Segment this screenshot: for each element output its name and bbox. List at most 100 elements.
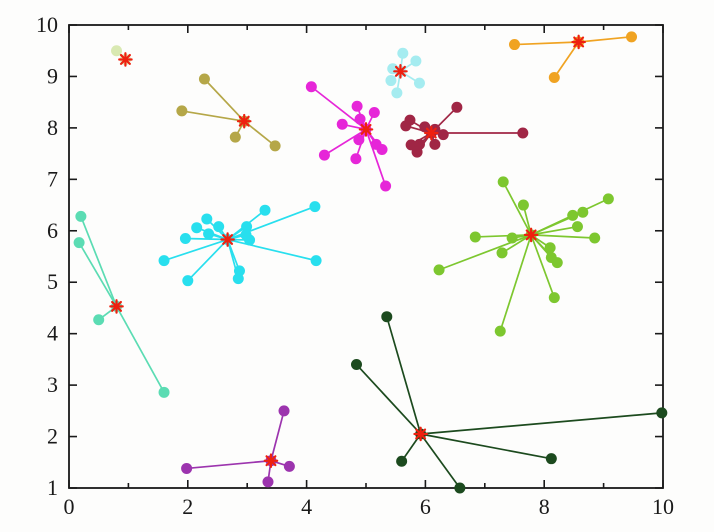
data-point-purple (262, 476, 274, 488)
data-point-crimson (517, 127, 529, 139)
centroid-asterisk-icon (111, 300, 123, 312)
data-point-dark-khaki (176, 105, 188, 117)
data-point-magenta (368, 106, 380, 118)
x-tick-label: 10 (652, 494, 674, 519)
data-point-aquamarine (158, 386, 170, 398)
data-point-magenta (350, 153, 362, 165)
data-point-dark-green (396, 455, 408, 467)
cluster-line-magenta (323, 128, 367, 156)
data-point-yellow-green (544, 242, 556, 254)
y-tick-label: 2 (47, 424, 58, 449)
y-tick-label: 5 (47, 269, 58, 294)
cluster-line-dark-green (355, 363, 422, 435)
cluster-line-yellow-green (530, 225, 578, 236)
centroid-asterisk-icon (573, 36, 585, 48)
cluster-line-aquamarine (78, 242, 118, 307)
y-tick-label: 7 (47, 166, 58, 191)
data-point-purple (283, 460, 295, 472)
data-point-cyan (241, 221, 253, 233)
data-point-aquamarine (73, 237, 85, 249)
data-point-magenta (336, 118, 348, 130)
data-point-crimson (411, 146, 423, 158)
data-point-yellow-green (602, 193, 614, 205)
data-point-dark-green (545, 453, 557, 465)
cluster-line-yellow-green (531, 234, 595, 239)
data-point-cyan (158, 255, 170, 267)
data-point-cyan (182, 275, 194, 287)
data-point-dark-khaki (269, 140, 281, 152)
cluster-line-orange (553, 41, 580, 78)
data-point-yellow-green (517, 199, 529, 211)
data-point-dark-khaki (229, 131, 241, 143)
data-point-magenta (376, 143, 388, 155)
data-point-pale-turquoise (397, 47, 409, 59)
data-point-yellow-green (496, 247, 508, 259)
data-point-cyan (310, 255, 322, 267)
data-point-magenta (318, 149, 330, 161)
data-point-cyan (309, 201, 321, 213)
cluster-line-aquamarine (115, 305, 165, 393)
cluster-line-cyan (227, 238, 317, 262)
x-tick-label: 0 (64, 494, 75, 519)
data-point-pale-green (111, 45, 123, 57)
data-point-purple (181, 462, 193, 474)
cluster-line-dark-khaki (181, 110, 245, 123)
data-point-yellow-green (589, 232, 601, 244)
data-point-dark-green (454, 482, 466, 494)
data-point-cyan (203, 228, 215, 240)
centroid-asterisk-icon (525, 229, 537, 241)
y-tick-label: 6 (47, 218, 58, 243)
centroid-asterisk-icon (238, 115, 250, 127)
cluster-line-yellow-green (475, 234, 532, 238)
data-point-yellow-green (433, 264, 445, 276)
x-tick-label: 6 (420, 494, 431, 519)
data-point-yellow-green (497, 176, 509, 188)
data-point-dark-green (350, 359, 362, 371)
cluster-line-cyan (163, 238, 228, 262)
centroid-asterisk-icon (415, 428, 427, 440)
data-point-crimson (429, 138, 441, 150)
data-point-magenta (354, 113, 366, 125)
data-point-yellow-green (571, 221, 583, 233)
y-tick-label: 10 (36, 12, 58, 37)
cluster-line-dark-khaki (203, 78, 245, 122)
centroid-asterisk-icon (222, 234, 234, 246)
data-point-orange (548, 71, 560, 83)
data-point-cyan (201, 213, 213, 225)
data-point-crimson (451, 101, 463, 113)
data-point-yellow-green (551, 257, 563, 269)
y-tick-label: 3 (47, 372, 58, 397)
cluster-line-yellow-green (530, 234, 556, 298)
cluster-line-yellow-green (502, 181, 532, 236)
centroid-asterisk-icon (360, 123, 372, 135)
data-point-yellow-green (548, 292, 560, 304)
y-tick-label: 1 (47, 475, 58, 500)
cluster-line-dark-green (385, 316, 422, 435)
data-point-magenta (305, 81, 317, 93)
data-point-dark-green (656, 407, 668, 419)
x-tick-label: 8 (539, 494, 550, 519)
data-point-orange (626, 31, 638, 43)
cluster-line-dark-green (419, 433, 461, 489)
data-point-yellow-green (469, 231, 481, 243)
data-point-pale-turquoise (391, 87, 403, 99)
data-point-pale-turquoise (413, 77, 425, 89)
x-tick-label: 2 (182, 494, 193, 519)
data-point-magenta (351, 100, 363, 112)
data-point-orange (509, 39, 520, 51)
cluster-line-orange (514, 41, 579, 46)
cluster-line-cyan (187, 238, 229, 282)
cluster-line-yellow-green (501, 234, 532, 254)
cluster-line-dark-green (420, 412, 662, 435)
data-point-yellow-green (494, 325, 506, 337)
data-point-crimson (437, 129, 449, 141)
data-point-pale-turquoise (410, 55, 422, 67)
data-point-cyan (179, 232, 191, 244)
cluster-line-purple (270, 410, 285, 461)
data-point-aquamarine (93, 314, 105, 326)
data-point-cyan (191, 222, 203, 234)
data-point-yellow-green (567, 209, 579, 221)
